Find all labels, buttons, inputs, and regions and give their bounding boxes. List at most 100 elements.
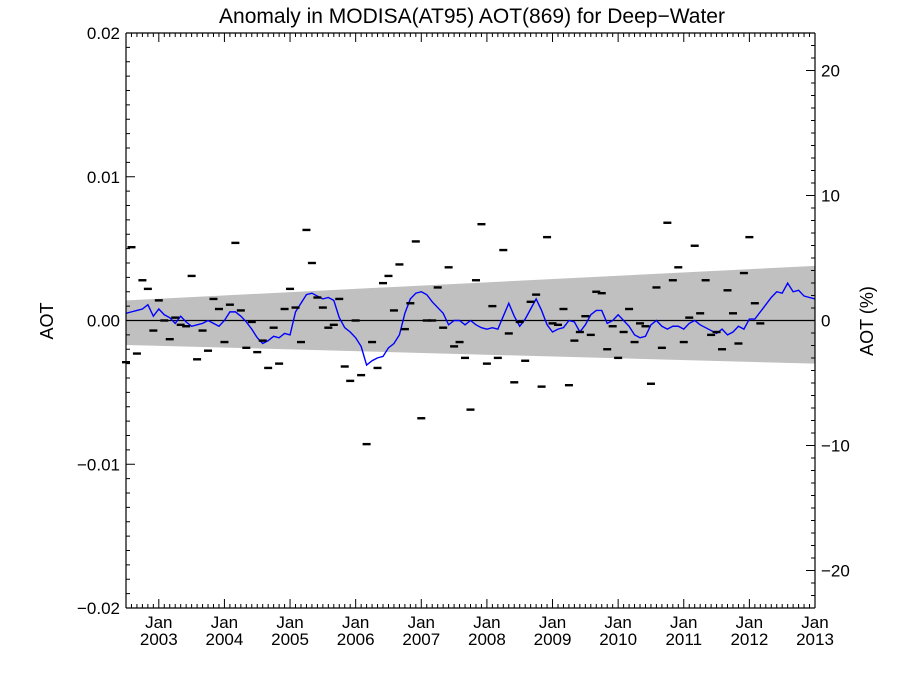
- data-point-marker: [258, 339, 267, 342]
- data-point-marker: [165, 337, 174, 341]
- data-point-marker: [264, 366, 273, 370]
- data-point-marker: [275, 362, 284, 365]
- data-point-marker: [357, 373, 366, 377]
- data-point-marker: [318, 306, 327, 309]
- data-point-marker: [384, 274, 393, 278]
- y2-tick-label: −10: [821, 437, 850, 456]
- data-point-marker: [488, 304, 497, 308]
- y2-tick-label: 20: [821, 62, 840, 81]
- data-point-marker: [329, 323, 338, 327]
- data-point-marker: [657, 346, 666, 350]
- data-point-marker: [379, 281, 388, 285]
- data-point-marker: [739, 271, 748, 275]
- data-point-marker: [608, 325, 617, 328]
- x-tick-month-label: Jan: [408, 613, 435, 632]
- data-point-marker: [461, 356, 470, 360]
- x-tick-year-label: 2011: [665, 630, 702, 649]
- data-point-marker: [499, 248, 508, 252]
- data-point-marker: [428, 319, 437, 322]
- data-point-marker: [291, 306, 300, 309]
- axes-layer: [125, 32, 816, 609]
- data-point-marker: [728, 312, 737, 315]
- y2-axis-title: AOT (%): [857, 286, 877, 356]
- data-point-marker: [734, 342, 743, 345]
- data-point-marker: [439, 326, 448, 329]
- data-point-marker: [231, 241, 240, 245]
- data-point-marker: [269, 326, 278, 329]
- data-point-marker: [433, 286, 442, 289]
- data-point-marker: [444, 266, 453, 269]
- x-tick-month-label: Jan: [604, 613, 631, 632]
- data-point-marker: [160, 319, 169, 322]
- data-point-marker: [663, 221, 672, 224]
- data-point-marker: [286, 287, 295, 291]
- tick-labels-layer: 0.020.010.00−0.01−0.0220100−10−20Jan2003…: [77, 24, 850, 649]
- data-point-marker: [406, 302, 415, 305]
- data-point-marker: [450, 345, 459, 348]
- x-tick-year-label: 2005: [271, 630, 309, 649]
- data-point-marker: [225, 303, 234, 306]
- data-point-marker: [477, 222, 486, 226]
- x-tick-month-label: Jan: [145, 613, 172, 632]
- data-point-marker: [417, 417, 426, 420]
- data-point-marker: [646, 382, 655, 385]
- data-point-marker: [368, 340, 377, 344]
- y-axis-title: AOT: [37, 302, 57, 339]
- data-point-marker: [750, 302, 759, 305]
- chart-title: Anomaly in MODISA(AT95) AOT(869) for Dee…: [219, 5, 725, 28]
- data-point-marker: [685, 316, 694, 319]
- data-point-marker: [564, 383, 573, 387]
- x-tick-year-label: 2006: [337, 630, 375, 649]
- x-tick-month-label: Jan: [670, 613, 697, 632]
- data-point-marker: [614, 356, 623, 360]
- data-point-marker: [346, 379, 355, 383]
- data-point-marker: [471, 279, 480, 282]
- x-tick-month-label: Jan: [211, 613, 238, 632]
- data-point-marker: [242, 346, 251, 350]
- data-point-marker: [521, 359, 530, 362]
- data-point-marker: [455, 340, 464, 344]
- x-tick-month-label: Jan: [276, 613, 303, 632]
- data-point-marker: [132, 352, 141, 355]
- data-point-marker: [302, 228, 311, 232]
- data-point-marker: [510, 381, 519, 384]
- y2-tick-label: 10: [821, 187, 840, 206]
- data-point-marker: [603, 348, 612, 351]
- data-point-marker: [351, 319, 360, 322]
- data-point-marker: [149, 329, 158, 332]
- data-point-marker: [362, 442, 371, 446]
- data-point-marker: [220, 340, 229, 344]
- data-point-marker: [209, 297, 218, 301]
- data-point-marker: [340, 365, 349, 368]
- data-point-marker: [154, 299, 163, 302]
- y-tick-label: −0.01: [77, 455, 120, 474]
- data-point-marker: [171, 316, 180, 319]
- data-point-marker: [214, 307, 223, 311]
- data-point-marker: [712, 330, 721, 334]
- data-point-marker: [466, 408, 475, 411]
- x-tick-year-label: 2009: [534, 630, 572, 649]
- data-point-marker: [575, 330, 584, 334]
- data-point-marker: [707, 333, 716, 337]
- data-point-marker: [668, 279, 677, 282]
- data-point-marker: [636, 322, 645, 325]
- data-point-marker: [723, 289, 732, 292]
- data-point-marker: [652, 286, 661, 289]
- uncertainty-band: [126, 265, 815, 364]
- data-point-marker: [193, 358, 202, 361]
- data-point-marker: [187, 274, 196, 278]
- data-point-marker: [247, 320, 256, 324]
- x-tick-year-label: 2013: [796, 630, 834, 649]
- x-tick-year-label: 2012: [730, 630, 768, 649]
- data-point-marker: [422, 319, 431, 322]
- x-tick-month-label: Jan: [342, 613, 369, 632]
- data-point-marker: [335, 297, 344, 301]
- series-layer: [125, 281, 816, 367]
- x-tick-month-label: Jan: [736, 613, 763, 632]
- data-point-marker: [236, 309, 245, 312]
- data-point-marker: [313, 296, 322, 299]
- data-point-marker: [532, 293, 541, 296]
- data-point-marker: [570, 339, 579, 342]
- data-point-marker: [625, 307, 634, 311]
